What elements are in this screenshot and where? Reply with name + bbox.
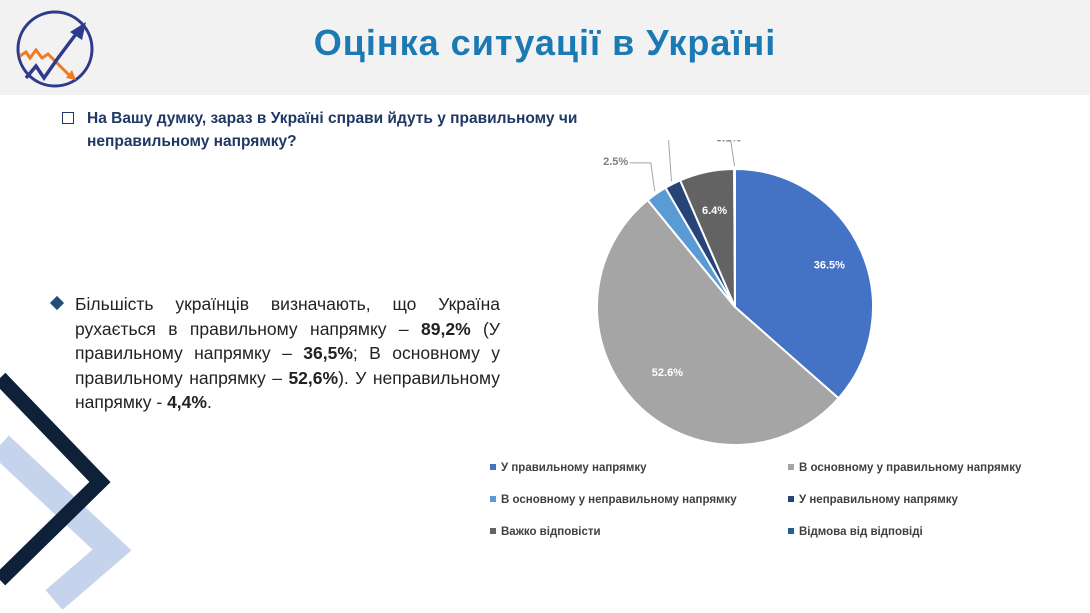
summary-part: . bbox=[206, 392, 212, 413]
legend-label: В основному у неправильному напрямку bbox=[501, 494, 737, 506]
leader-line bbox=[629, 162, 656, 192]
data-label: 6.4% bbox=[702, 205, 727, 217]
legend-item: Важко відповісти bbox=[490, 526, 601, 538]
summary-part: ). У неправильному напрямку - bbox=[75, 367, 500, 413]
legend-item: У неправильному напрямку bbox=[788, 494, 958, 506]
survey-question: На Вашу думку, зараз в Україні справи йд… bbox=[62, 107, 682, 153]
summary-highlight: 36,5% bbox=[303, 343, 353, 364]
slide-header: Оцінка ситуації в Україні bbox=[0, 0, 1090, 95]
legend-item: В основному у неправильному напрямку bbox=[490, 494, 737, 506]
summary-part: ; В основному у правильному напрямку – bbox=[75, 343, 501, 388]
summary-part: (У правильному напрямку – bbox=[75, 318, 500, 364]
summary-highlight: 52,6% bbox=[288, 367, 339, 388]
pie-slice bbox=[733, 167, 736, 308]
legend-swatch bbox=[788, 464, 794, 470]
summary-highlight: 4,4% bbox=[167, 392, 207, 413]
legend-item: Відмова від відповіді bbox=[788, 526, 923, 538]
summary-part: Більшість українців визначають, що Украї… bbox=[75, 294, 500, 339]
pie-slice bbox=[596, 198, 840, 446]
checkbox-bullet-icon bbox=[62, 112, 74, 124]
legend-label: Важко відповісти bbox=[501, 526, 601, 538]
page-title: Оцінка ситуації в Україні bbox=[313, 22, 777, 63]
legend-label: У правильному напрямку bbox=[501, 462, 647, 474]
pie-slice bbox=[734, 167, 874, 400]
legend-swatch bbox=[490, 496, 496, 502]
legend-swatch bbox=[490, 528, 496, 534]
question-text: На Вашу думку, зараз в Україні справи йд… bbox=[87, 110, 578, 150]
leader-line bbox=[730, 140, 736, 167]
legend-item: У правильному напрямку bbox=[490, 462, 647, 474]
decorative-chevrons bbox=[0, 372, 132, 610]
legend-label: В основному у правильному напрямку bbox=[799, 462, 1022, 474]
diamond-bullet-icon bbox=[49, 295, 65, 311]
legend-swatch bbox=[788, 496, 794, 502]
legend-item: В основному у правильному напрямку bbox=[788, 462, 1021, 474]
data-label: 0.1% bbox=[716, 140, 741, 144]
legend-swatch bbox=[788, 528, 794, 534]
growth-chart-logo bbox=[16, 10, 94, 88]
summary-text: Більшість українців визначають, що Украї… bbox=[75, 292, 500, 415]
summary-highlight: 89,2% bbox=[421, 318, 471, 339]
legend-label: У неправильному напрямку bbox=[799, 494, 958, 506]
pie-chart: 36.5%52.6%2.5%1.9%6.4%0.1% bbox=[596, 140, 874, 446]
data-label: 52.6% bbox=[652, 367, 683, 379]
data-label: 36.5% bbox=[814, 259, 845, 271]
legend-swatch bbox=[490, 464, 496, 470]
data-label: 2.5% bbox=[603, 156, 628, 168]
legend-label: Відмова від відповіді bbox=[799, 526, 923, 538]
leader-line bbox=[668, 140, 672, 182]
